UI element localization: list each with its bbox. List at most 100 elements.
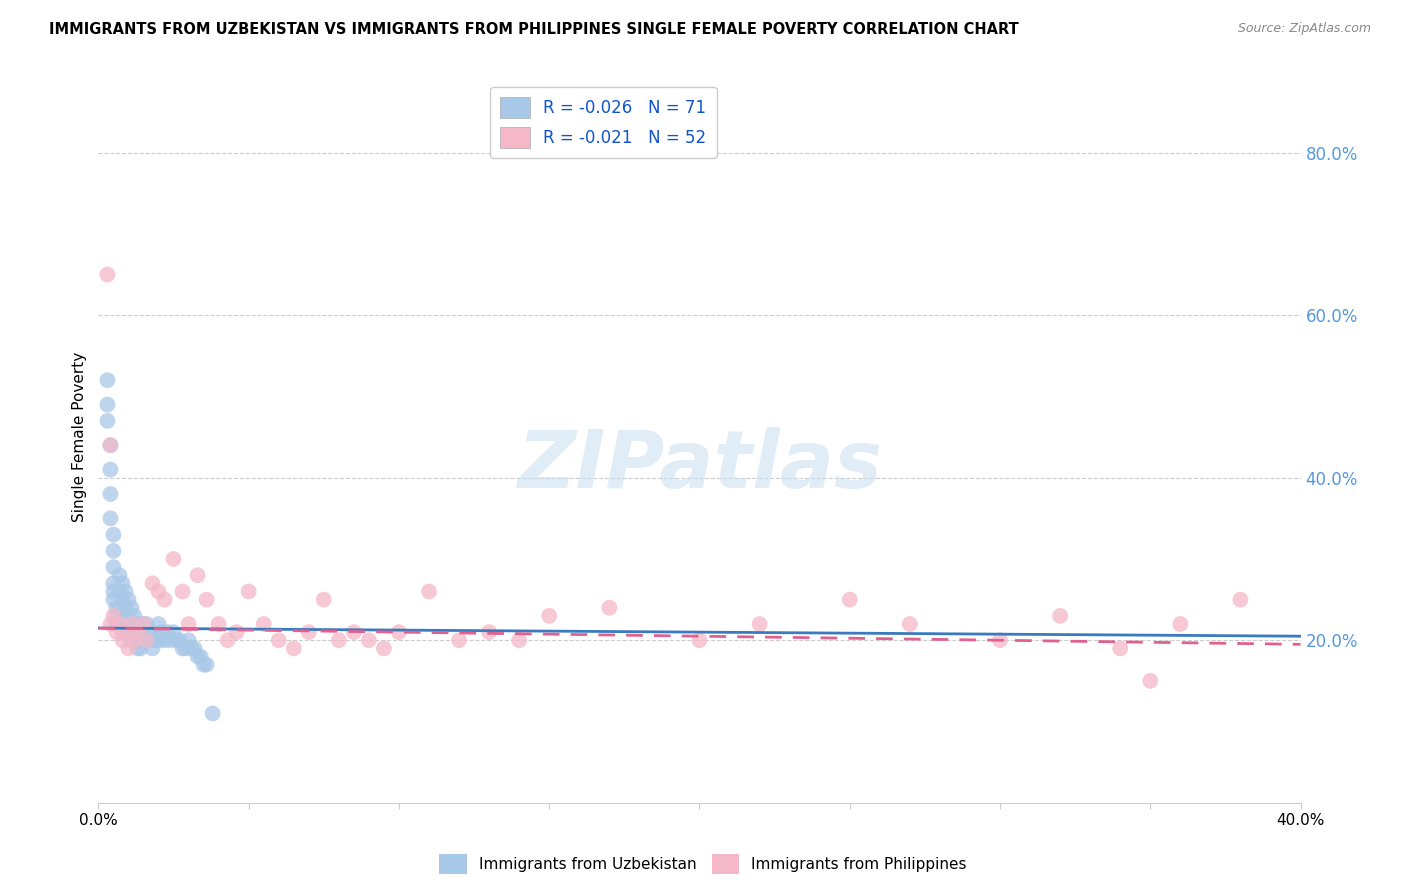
Point (1170, 617, 1192, 632)
Point (117, 625, 139, 640)
Point (117, 592, 139, 607)
Point (388, 625, 411, 640)
Point (478, 625, 501, 640)
Point (111, 576, 134, 591)
Point (1049, 608, 1071, 623)
Point (169, 633, 191, 648)
Point (103, 576, 125, 591)
Point (159, 633, 181, 648)
Point (121, 600, 143, 615)
Point (108, 617, 131, 632)
Point (108, 600, 131, 615)
Point (418, 584, 440, 599)
Point (187, 568, 209, 582)
Text: ZIPatlas: ZIPatlas (517, 427, 882, 506)
Point (373, 641, 395, 656)
Point (124, 608, 146, 623)
Point (96, 414, 118, 428)
Point (225, 625, 247, 640)
Point (111, 592, 134, 607)
Point (105, 625, 128, 640)
Point (121, 617, 143, 632)
Point (108, 568, 131, 582)
Point (127, 625, 149, 640)
Point (103, 608, 125, 623)
Point (253, 617, 276, 632)
Point (141, 641, 163, 656)
Point (117, 641, 139, 656)
Point (689, 633, 711, 648)
Point (103, 560, 125, 574)
Point (1139, 673, 1161, 688)
Point (124, 625, 146, 640)
Point (138, 633, 160, 648)
Point (103, 592, 125, 607)
Point (508, 633, 530, 648)
Point (96, 373, 118, 387)
Point (153, 633, 176, 648)
Point (538, 608, 561, 623)
Point (328, 633, 350, 648)
Point (100, 487, 122, 501)
Point (135, 617, 157, 632)
Point (148, 633, 170, 648)
Point (145, 633, 167, 648)
Point (141, 576, 163, 591)
Point (114, 600, 136, 615)
Point (129, 625, 152, 640)
Point (898, 617, 921, 632)
Point (105, 617, 128, 632)
Point (988, 633, 1011, 648)
Point (172, 641, 194, 656)
Point (103, 527, 125, 541)
Point (100, 511, 122, 525)
Legend: Immigrants from Uzbekistan, Immigrants from Philippines: Immigrants from Uzbekistan, Immigrants f… (433, 848, 973, 880)
Point (114, 584, 136, 599)
Point (103, 544, 125, 558)
Point (177, 617, 200, 632)
Point (111, 625, 134, 640)
Point (135, 633, 157, 648)
Text: Source: ZipAtlas.com: Source: ZipAtlas.com (1237, 22, 1371, 36)
Y-axis label: Single Female Poverty: Single Female Poverty (72, 352, 87, 522)
Point (108, 617, 131, 632)
Point (148, 617, 170, 632)
Point (100, 438, 122, 452)
Point (103, 584, 125, 599)
Point (127, 625, 149, 640)
Point (114, 625, 136, 640)
Point (100, 617, 122, 632)
Point (148, 584, 170, 599)
Point (343, 625, 366, 640)
Point (193, 657, 215, 672)
Point (312, 592, 335, 607)
Point (124, 633, 146, 648)
Point (298, 625, 321, 640)
Point (283, 641, 305, 656)
Point (357, 633, 380, 648)
Point (267, 633, 290, 648)
Point (748, 617, 770, 632)
Point (190, 649, 212, 664)
Point (111, 608, 134, 623)
Point (100, 438, 122, 452)
Point (96, 398, 118, 412)
Point (105, 617, 128, 632)
Point (162, 552, 184, 566)
Point (1229, 592, 1251, 607)
Point (180, 641, 202, 656)
Point (598, 600, 620, 615)
Point (162, 625, 184, 640)
Point (96, 268, 118, 282)
Point (132, 617, 155, 632)
Text: IMMIGRANTS FROM UZBEKISTAN VS IMMIGRANTS FROM PHILIPPINES SINGLE FEMALE POVERTY : IMMIGRANTS FROM UZBEKISTAN VS IMMIGRANTS… (49, 22, 1019, 37)
Point (187, 649, 209, 664)
Point (447, 633, 470, 648)
Point (105, 608, 128, 623)
Point (132, 617, 155, 632)
Point (217, 633, 239, 648)
Point (129, 617, 152, 632)
Point (129, 641, 152, 656)
Point (141, 625, 163, 640)
Point (121, 617, 143, 632)
